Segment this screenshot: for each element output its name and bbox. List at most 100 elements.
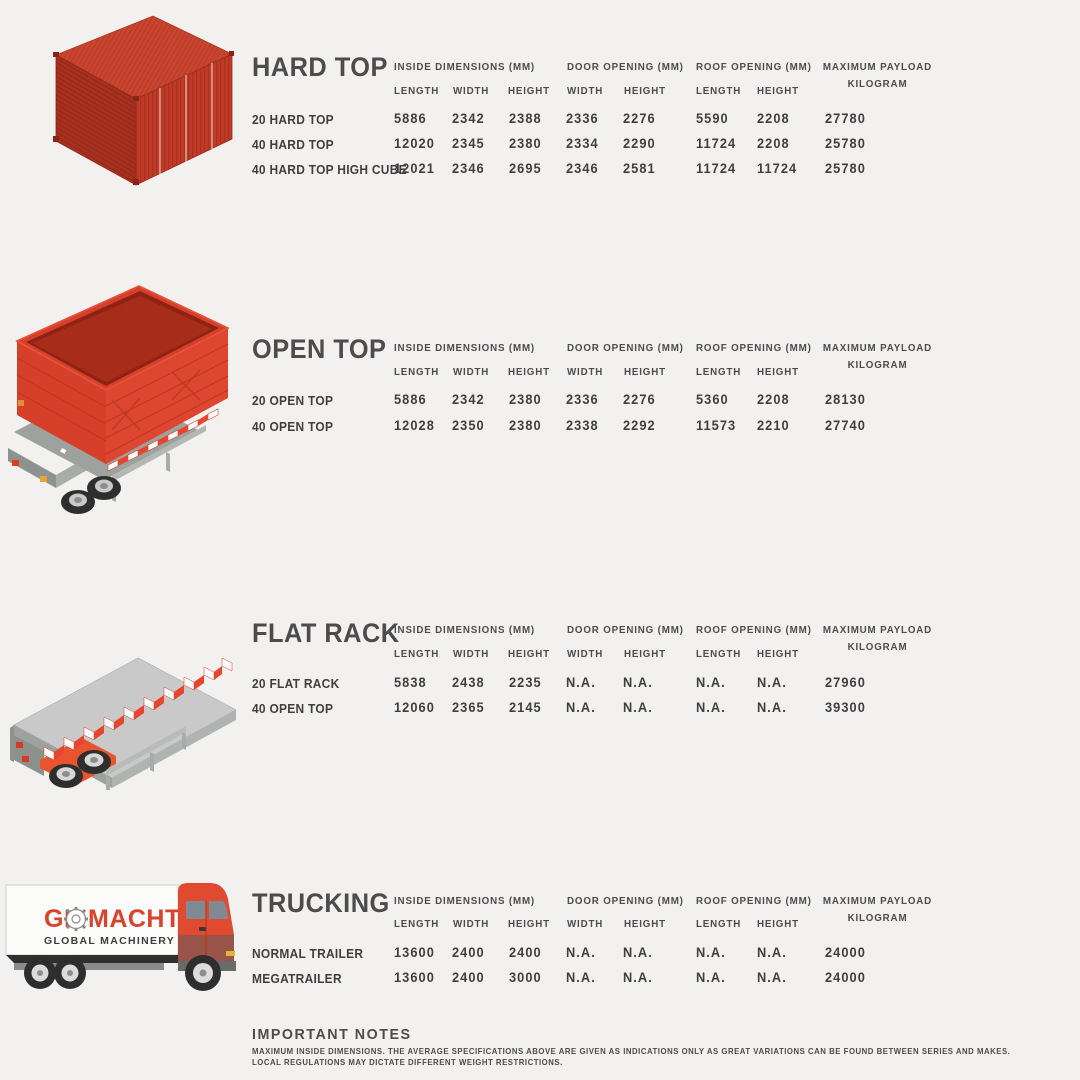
cell-inside-length: 13600	[394, 970, 435, 985]
cell-roof-height: 11724	[757, 161, 798, 176]
group-header-roof-opening: ROOF OPENING (MM)	[696, 61, 812, 73]
sub-header-inside-height: HEIGHT	[508, 918, 550, 930]
group-header-kilogram: KILOGRAM	[847, 641, 908, 653]
cell-payload: 24000	[825, 945, 866, 960]
sub-header-roof-height: HEIGHT	[757, 85, 799, 97]
section-title-hard-top: HARD TOP	[252, 52, 388, 82]
cell-inside-width: 2345	[452, 136, 485, 151]
cell-roof-height: N.A.	[757, 945, 787, 960]
cell-door-height: 2290	[623, 136, 656, 151]
cell-door-width: 2336	[566, 111, 599, 126]
cell-inside-height: 2145	[509, 700, 542, 715]
group-header-inside-dimensions: INSIDE DIMENSIONS (MM)	[394, 895, 536, 907]
sub-header-door-height: HEIGHT	[624, 918, 666, 930]
open-top-table: OPEN TOP INSIDE DIMENSIONS (MM) DOOR OPE…	[0, 280, 1080, 460]
table-row: 20 HARD TOP	[252, 112, 334, 127]
trucking-table: TRUCKING INSIDE DIMENSIONS (MM) DOOR OPE…	[0, 865, 1080, 1015]
box-truck-illustration: GL	[0, 875, 250, 1010]
cell-roof-height: N.A.	[757, 700, 787, 715]
flat-rack-table: FLAT RACK INSIDE DIMENSIONS (MM) DOOR OP…	[0, 580, 1080, 760]
group-header-kilogram: KILOGRAM	[847, 359, 908, 371]
cell-roof-height: 2210	[757, 418, 790, 433]
sub-header-door-width: WIDTH	[567, 648, 604, 660]
section-title-trucking: TRUCKING	[252, 888, 390, 918]
group-header-door-opening: DOOR OPENING (MM)	[567, 342, 684, 354]
cell-payload: 27740	[825, 418, 866, 433]
table-row: 40 HARD TOP HIGH CUBE	[252, 162, 407, 177]
logo-text-part2: MACHT	[88, 905, 181, 933]
sub-header-door-width: WIDTH	[567, 366, 604, 378]
cell-inside-height: 2400	[509, 945, 542, 960]
sub-header-roof-length: LENGTH	[696, 918, 742, 930]
open-top-trailer-illustration	[0, 280, 250, 525]
sub-header-inside-width: WIDTH	[453, 918, 490, 930]
group-header-roof-opening: ROOF OPENING (MM)	[696, 895, 812, 907]
cell-inside-width: 2342	[452, 111, 485, 126]
cell-inside-width: 2350	[452, 418, 485, 433]
cell-inside-height: 2380	[509, 418, 542, 433]
cell-door-height: 2292	[623, 418, 656, 433]
group-header-inside-dimensions: INSIDE DIMENSIONS (MM)	[394, 61, 536, 73]
cell-door-height: N.A.	[623, 675, 653, 690]
group-header-door-opening: DOOR OPENING (MM)	[567, 624, 684, 636]
cell-roof-height: 2208	[757, 136, 790, 151]
cell-roof-height: 2208	[757, 111, 790, 126]
group-header-inside-dimensions: INSIDE DIMENSIONS (MM)	[394, 624, 536, 636]
cell-door-width: N.A.	[566, 675, 596, 690]
sub-header-roof-height: HEIGHT	[757, 918, 799, 930]
cell-inside-width: 2346	[452, 161, 485, 176]
sub-header-roof-height: HEIGHT	[757, 648, 799, 660]
sub-header-door-width: WIDTH	[567, 85, 604, 97]
group-header-maximum-payload: MAXIMUM PAYLOAD	[822, 895, 933, 907]
section-title-flat-rack: FLAT RACK	[252, 618, 400, 648]
cell-inside-height: 2235	[509, 675, 542, 690]
cell-inside-height: 2380	[509, 392, 542, 407]
cell-inside-length: 12028	[394, 418, 435, 433]
cell-door-height: N.A.	[623, 945, 653, 960]
section-hard-top: HARD TOP INSIDE DIMENSIONS (MM) DOOR OPE…	[0, 0, 1080, 260]
cell-door-height: 2276	[623, 392, 656, 407]
important-notes-line-1: MAXIMUM INSIDE DIMENSIONS. THE AVERAGE S…	[252, 1047, 1011, 1056]
group-header-maximum-payload: MAXIMUM PAYLOAD	[822, 624, 933, 636]
cell-inside-height: 2695	[509, 161, 542, 176]
cell-roof-length: N.A.	[696, 945, 726, 960]
sub-header-inside-height: HEIGHT	[508, 648, 550, 660]
cell-roof-length: 11724	[696, 136, 737, 151]
important-notes-title: IMPORTANT NOTES	[252, 1026, 412, 1043]
cell-inside-height: 3000	[509, 970, 542, 985]
sub-header-door-height: HEIGHT	[624, 366, 666, 378]
group-header-maximum-payload: MAXIMUM PAYLOAD	[822, 61, 933, 73]
shipping-container-illustration	[0, 8, 250, 213]
sub-header-roof-height: HEIGHT	[757, 366, 799, 378]
cell-payload: 39300	[825, 700, 866, 715]
section-flat-rack: FLAT RACK INSIDE DIMENSIONS (MM) DOOR OP…	[0, 580, 1080, 860]
sub-header-door-height: HEIGHT	[624, 85, 666, 97]
group-header-door-opening: DOOR OPENING (MM)	[567, 895, 684, 907]
cell-roof-length: N.A.	[696, 700, 726, 715]
cell-inside-length: 12021	[394, 161, 435, 176]
cell-inside-length: 5838	[394, 675, 427, 690]
group-header-maximum-payload: MAXIMUM PAYLOAD	[822, 342, 933, 354]
table-row: MEGATRAILER	[252, 971, 342, 986]
cell-inside-width: 2438	[452, 675, 485, 690]
sub-header-inside-length: LENGTH	[394, 85, 440, 97]
important-notes-line-2: LOCAL REGULATIONS MAY DICTATE DIFFERENT …	[252, 1058, 563, 1067]
sub-header-inside-height: HEIGHT	[508, 85, 550, 97]
table-row: 20 FLAT RACK	[252, 676, 340, 691]
cell-roof-length: 5360	[696, 392, 729, 407]
sub-header-inside-length: LENGTH	[394, 918, 440, 930]
cell-inside-length: 5886	[394, 392, 427, 407]
cell-inside-length: 12060	[394, 700, 435, 715]
table-row: 40 HARD TOP	[252, 137, 334, 152]
sub-header-inside-length: LENGTH	[394, 648, 440, 660]
flat-rack-trailer-illustration	[0, 590, 250, 796]
cell-door-height: 2276	[623, 111, 656, 126]
group-header-roof-opening: ROOF OPENING (MM)	[696, 342, 812, 354]
cell-roof-length: 11724	[696, 161, 737, 176]
section-trucking: GL	[0, 865, 1080, 1080]
sub-header-inside-width: WIDTH	[453, 366, 490, 378]
table-row: 40 OPEN TOP	[252, 419, 334, 434]
cell-door-width: N.A.	[566, 945, 596, 960]
cell-inside-height: 2380	[509, 136, 542, 151]
sub-header-roof-length: LENGTH	[696, 366, 742, 378]
